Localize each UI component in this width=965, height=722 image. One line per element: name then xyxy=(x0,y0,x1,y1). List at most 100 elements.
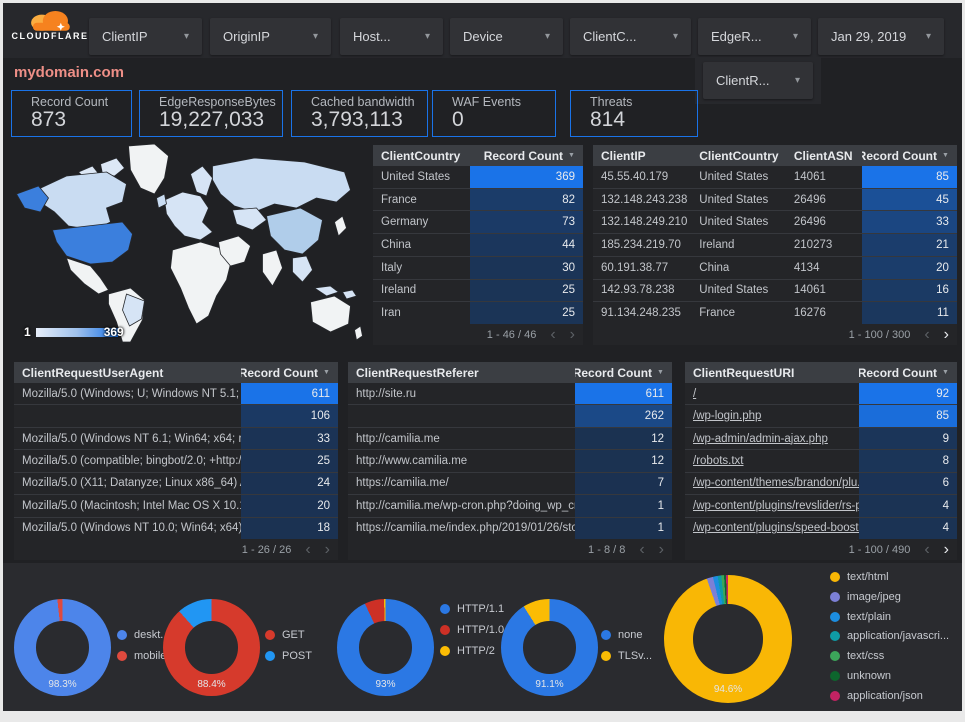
legend-color-dot xyxy=(440,604,450,614)
legend-color-dot xyxy=(830,651,840,661)
filter-originip[interactable]: OriginIP ▾ xyxy=(210,18,331,55)
tls-version-legend: none TLSv... xyxy=(601,629,652,664)
dimension-cell: Mozilla/5.0 (Windows; U; Windows NT 5.1;… xyxy=(22,387,241,400)
table-row: 185.234.219.70 Ireland 210273 21 xyxy=(593,233,957,256)
sort-desc-icon: ▼ xyxy=(568,152,575,159)
dimension-cell: Mozilla/5.0 (Windows NT 6.1; Win64; x64;… xyxy=(22,432,241,445)
sort-desc-icon: ▼ xyxy=(323,369,330,376)
pagination-range-label: 1 - 26 / 26 xyxy=(241,543,292,556)
dimension-cell: 16276 xyxy=(793,307,826,320)
legend-color-dot xyxy=(265,630,275,640)
record-count-cell: 25 xyxy=(469,302,583,325)
page-next-icon: › xyxy=(324,540,330,558)
donut-ring xyxy=(163,599,260,696)
scorecard-threats: Threats 814 xyxy=(570,90,698,137)
referer-table: ClientRequestReferer Record Count ▼ http://… xyxy=(348,362,672,560)
column-header[interactable]: Record Count ▼ xyxy=(470,145,583,166)
date-range-filter[interactable]: Jan 29, 2019 ▾ xyxy=(818,18,944,55)
cloudflare-cloud-icon xyxy=(31,11,70,31)
dimension-cell: Germany xyxy=(381,216,429,229)
record-count-cell: 73 xyxy=(469,211,583,234)
column-header[interactable]: Record Count ▼ xyxy=(241,362,338,383)
legend-item: mobile xyxy=(117,650,169,664)
record-count-cell: 262 xyxy=(574,405,672,427)
dimension-cell: United States xyxy=(699,170,769,183)
tls-version-donut: 91.1% xyxy=(501,599,598,696)
table-header-row: ClientCountry Record Count ▼ xyxy=(373,145,583,166)
pagination-range-label: 1 - 100 / 300 xyxy=(848,328,911,341)
table-pagination: 1 - 8 / 8 ‹ › xyxy=(348,539,672,560)
column-header[interactable]: Record Count ▼ xyxy=(859,362,957,383)
dimension-cell: /wp-content/themes/brandon/plu... xyxy=(685,473,859,494)
filter-clientrequest[interactable]: ClientR... ▾ xyxy=(703,62,813,99)
uri-link[interactable]: /robots.txt xyxy=(693,454,744,467)
filter-clientcountry[interactable]: ClientC... ▾ xyxy=(570,18,691,55)
legend-label: unknown xyxy=(847,669,892,682)
table-row: /robots.txt 8 xyxy=(685,449,957,472)
dimension-cell xyxy=(14,405,241,426)
page-next-icon[interactable]: › xyxy=(943,325,949,343)
page-next-icon: › xyxy=(569,325,575,343)
table-body: United States 369 France 82 Germany 73 China 44… xyxy=(373,166,583,325)
map-scale-gradient xyxy=(35,327,118,337)
filter-clientip[interactable]: ClientIP ▾ xyxy=(89,18,202,55)
table-header-row: ClientRequestURI Record Count ▼ xyxy=(685,362,957,383)
page-next-icon[interactable]: › xyxy=(943,540,949,558)
legend-label: text/css xyxy=(847,650,885,662)
legend-item: text/html xyxy=(830,571,949,585)
cloudflare-wordmark: CLOUDFLARE xyxy=(11,31,89,41)
filter-host[interactable]: Host... ▾ xyxy=(340,18,443,55)
filter-label: Device xyxy=(463,29,503,44)
column-header: ClientIP xyxy=(593,145,691,166)
column-header-label: Record Count xyxy=(240,365,319,380)
dimension-cell: Ireland xyxy=(381,284,417,297)
legend-label: application/json xyxy=(847,689,923,702)
table-row: United States 369 xyxy=(373,166,583,188)
donut-center-label: 98.3% xyxy=(48,679,77,691)
uri-link[interactable]: /wp-content/plugins/revslider/rs-p... xyxy=(693,499,860,512)
filter-label: ClientIP xyxy=(102,29,148,44)
column-header-label: ClientIP xyxy=(601,148,646,163)
record-count-cell: 1 xyxy=(574,517,672,539)
uri-link[interactable]: /wp-content/plugins/speed-booste... xyxy=(693,522,860,535)
table-row: 60.191.38.77 China 4134 20 xyxy=(593,255,957,279)
table-row: /wp-login.php 85 xyxy=(685,404,957,427)
filter-edgeresponse[interactable]: EdgeR... ▾ xyxy=(698,18,811,55)
uri-link[interactable]: /wp-content/themes/brandon/plu... xyxy=(693,477,860,490)
table-pagination: 1 - 26 / 26 ‹ › xyxy=(14,539,338,560)
legend-label: GET xyxy=(282,629,305,641)
column-header-label: Record Count xyxy=(574,365,653,380)
uri-link[interactable]: /wp-login.php xyxy=(693,410,762,423)
donut-ring xyxy=(337,599,434,696)
dimension-cell: France xyxy=(381,193,417,206)
dimension-cell: United States xyxy=(381,170,451,183)
record-count-cell: 611 xyxy=(574,383,672,405)
http-version-legend: HTTP/1.1 HTTP/1.0 HTTP/2 xyxy=(440,603,504,658)
legend-label: HTTP/1.0 xyxy=(457,623,505,636)
sort-desc-icon: ▼ xyxy=(657,369,664,376)
column-header[interactable]: Record Count ▼ xyxy=(862,145,957,166)
uri-link[interactable]: /wp-admin/admin-ajax.php xyxy=(693,432,828,445)
dimension-cell: https://camilia.me/index.php/2019/01/26/… xyxy=(356,522,575,535)
legend-label: mobile xyxy=(134,649,167,662)
table-row: /wp-content/plugins/revslider/rs-p... 4 xyxy=(685,494,957,517)
table-row: https://camilia.me/index.php/2019/01/26/… xyxy=(348,516,672,539)
dimension-cell: United States xyxy=(699,193,769,206)
sort-desc-icon: ▼ xyxy=(942,369,949,376)
dimension-cell: France xyxy=(699,307,736,320)
caret-down-icon: ▾ xyxy=(544,31,550,42)
legend-label: HTTP/1.1 xyxy=(457,603,505,615)
table-header-row: ClientRequestReferer Record Count ▼ xyxy=(348,362,672,383)
legend-item: HTTP/1.1 xyxy=(440,603,504,617)
map-color-scale: 1 369 xyxy=(24,325,124,339)
column-header[interactable]: Record Count ▼ xyxy=(575,362,672,383)
legend-item: none xyxy=(601,629,652,643)
scorecard-value: 814 xyxy=(590,108,626,131)
filter-device[interactable]: Device ▾ xyxy=(450,18,563,55)
filter-label: EdgeR... xyxy=(711,29,762,44)
uri-link[interactable]: / xyxy=(693,387,697,400)
record-count-cell: 33 xyxy=(240,427,338,450)
column-header-label: ClientCountry xyxy=(699,148,779,163)
record-count-cell: 6 xyxy=(859,472,957,495)
page-prev-icon: ‹ xyxy=(550,325,556,343)
